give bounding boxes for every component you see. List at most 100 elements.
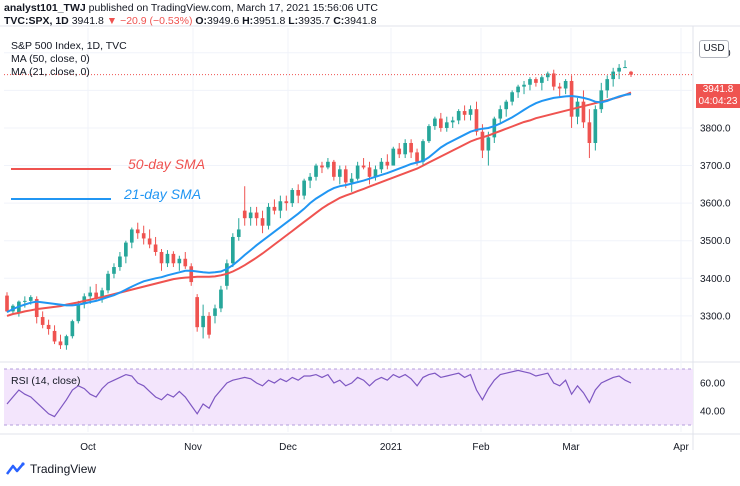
chart-legend: S&P 500 Index, 1D, TVC MA (50, close, 0)… <box>11 40 127 79</box>
publisher-name[interactable]: analyst101_TWJ <box>4 2 86 14</box>
rsi-tick-label: 40.00 <box>700 407 725 418</box>
candle-body <box>540 77 544 83</box>
legend-ma21[interactable]: MA (21, close, 0) <box>11 66 90 78</box>
candle-body <box>379 161 384 170</box>
candle-body <box>52 330 57 342</box>
grid-lines <box>4 28 693 432</box>
candle-body <box>88 292 93 297</box>
candle-body <box>421 141 425 162</box>
price-change: −20.9 (−0.53%) <box>120 15 193 27</box>
candle-body <box>332 161 336 177</box>
candle-body <box>593 109 598 143</box>
chart-header: analyst101_TWJ published on TradingView.… <box>4 2 378 28</box>
candle-body <box>118 256 122 268</box>
time-axis[interactable]: Oct Nov Dec 2021 Feb Mar Apr <box>80 442 689 453</box>
candle-body <box>290 189 295 204</box>
candle-body <box>605 79 610 91</box>
candle-body <box>153 244 158 252</box>
candle-body <box>599 90 604 110</box>
badge-price: 3941.8 <box>702 84 734 95</box>
candle-body <box>147 238 152 245</box>
candle-body <box>528 79 532 85</box>
candle-body <box>23 300 27 302</box>
candle-body <box>308 176 312 181</box>
candle-body <box>272 206 277 211</box>
rsi-band-fill <box>4 369 693 425</box>
candle-body <box>141 233 146 239</box>
candle-body <box>40 317 45 325</box>
candle-body <box>58 341 63 346</box>
candle-body <box>391 148 396 166</box>
candle-body <box>581 101 586 123</box>
candle-body <box>569 80 574 117</box>
symbol-label: TVC:SPX, 1D <box>4 15 69 27</box>
candle-body <box>444 122 449 128</box>
tradingview-logo-icon <box>6 462 25 475</box>
candle-body <box>504 101 509 110</box>
price-tick-label: 3500.0 <box>700 236 731 247</box>
candle-body <box>28 297 33 301</box>
candle-body <box>5 295 9 312</box>
candle-body <box>367 167 372 177</box>
candle-body <box>124 242 128 257</box>
price-tick-label: 3600.0 <box>700 199 731 210</box>
low-label: L: <box>288 15 299 27</box>
candle-body <box>231 236 235 264</box>
candle-body <box>629 71 633 75</box>
candle-body <box>278 201 283 211</box>
candle-body <box>34 298 39 318</box>
rsi-line <box>6 369 632 418</box>
candle-body <box>106 273 110 291</box>
legend-title: S&P 500 Index, 1D, TVC <box>11 40 127 52</box>
sma50-line <box>6 91 632 317</box>
candle-body <box>551 73 556 87</box>
candle-body <box>373 169 378 177</box>
candle-body <box>320 165 324 168</box>
candle-body <box>183 258 188 267</box>
sma21-annotation: 21-day SMA <box>124 186 202 202</box>
candle-body <box>296 189 301 196</box>
time-tick-label: Oct <box>80 442 96 453</box>
rsi-legend[interactable]: RSI (14, close) <box>11 375 81 387</box>
candle-body <box>260 218 265 226</box>
last-price: 3941.8 <box>71 15 104 27</box>
candle-body <box>433 118 437 127</box>
candle-body <box>326 161 330 168</box>
candle-body <box>112 267 116 274</box>
time-tick-label: Nov <box>184 442 202 453</box>
candle-body <box>522 84 526 87</box>
candle-body <box>486 137 491 151</box>
candle-body <box>385 161 390 166</box>
candle-body <box>498 109 503 119</box>
candle-body <box>439 118 443 128</box>
candle-body <box>201 315 205 328</box>
high-label: H: <box>242 15 254 27</box>
footer-brand[interactable]: TradingView <box>6 462 96 476</box>
price-tick-label: 3800.0 <box>700 123 731 134</box>
candle-body <box>355 165 360 179</box>
candles <box>4 60 693 350</box>
candle-body <box>462 111 467 115</box>
legend-ma50[interactable]: MA (50, close, 0) <box>11 53 90 65</box>
candle-body <box>349 178 354 183</box>
candle-body <box>171 253 176 264</box>
candle-body <box>165 253 170 264</box>
candle-body <box>314 165 318 177</box>
candle-body <box>575 101 580 117</box>
candle-body <box>195 297 199 328</box>
candle-body <box>450 120 455 123</box>
close-label: C: <box>333 15 345 27</box>
candle-body <box>189 266 194 283</box>
candle-body <box>415 152 419 162</box>
sma21-line <box>6 93 632 313</box>
currency-button[interactable]: USD <box>699 40 729 58</box>
open-value: 3949.6 <box>207 15 240 27</box>
candle-body <box>284 201 289 204</box>
candle-body <box>242 210 247 219</box>
open-label: O: <box>195 15 208 27</box>
price-tick-label: 3300.0 <box>700 311 731 322</box>
high-value: 3951.8 <box>253 15 286 27</box>
candle-body <box>343 169 348 183</box>
candle-body <box>100 290 104 298</box>
